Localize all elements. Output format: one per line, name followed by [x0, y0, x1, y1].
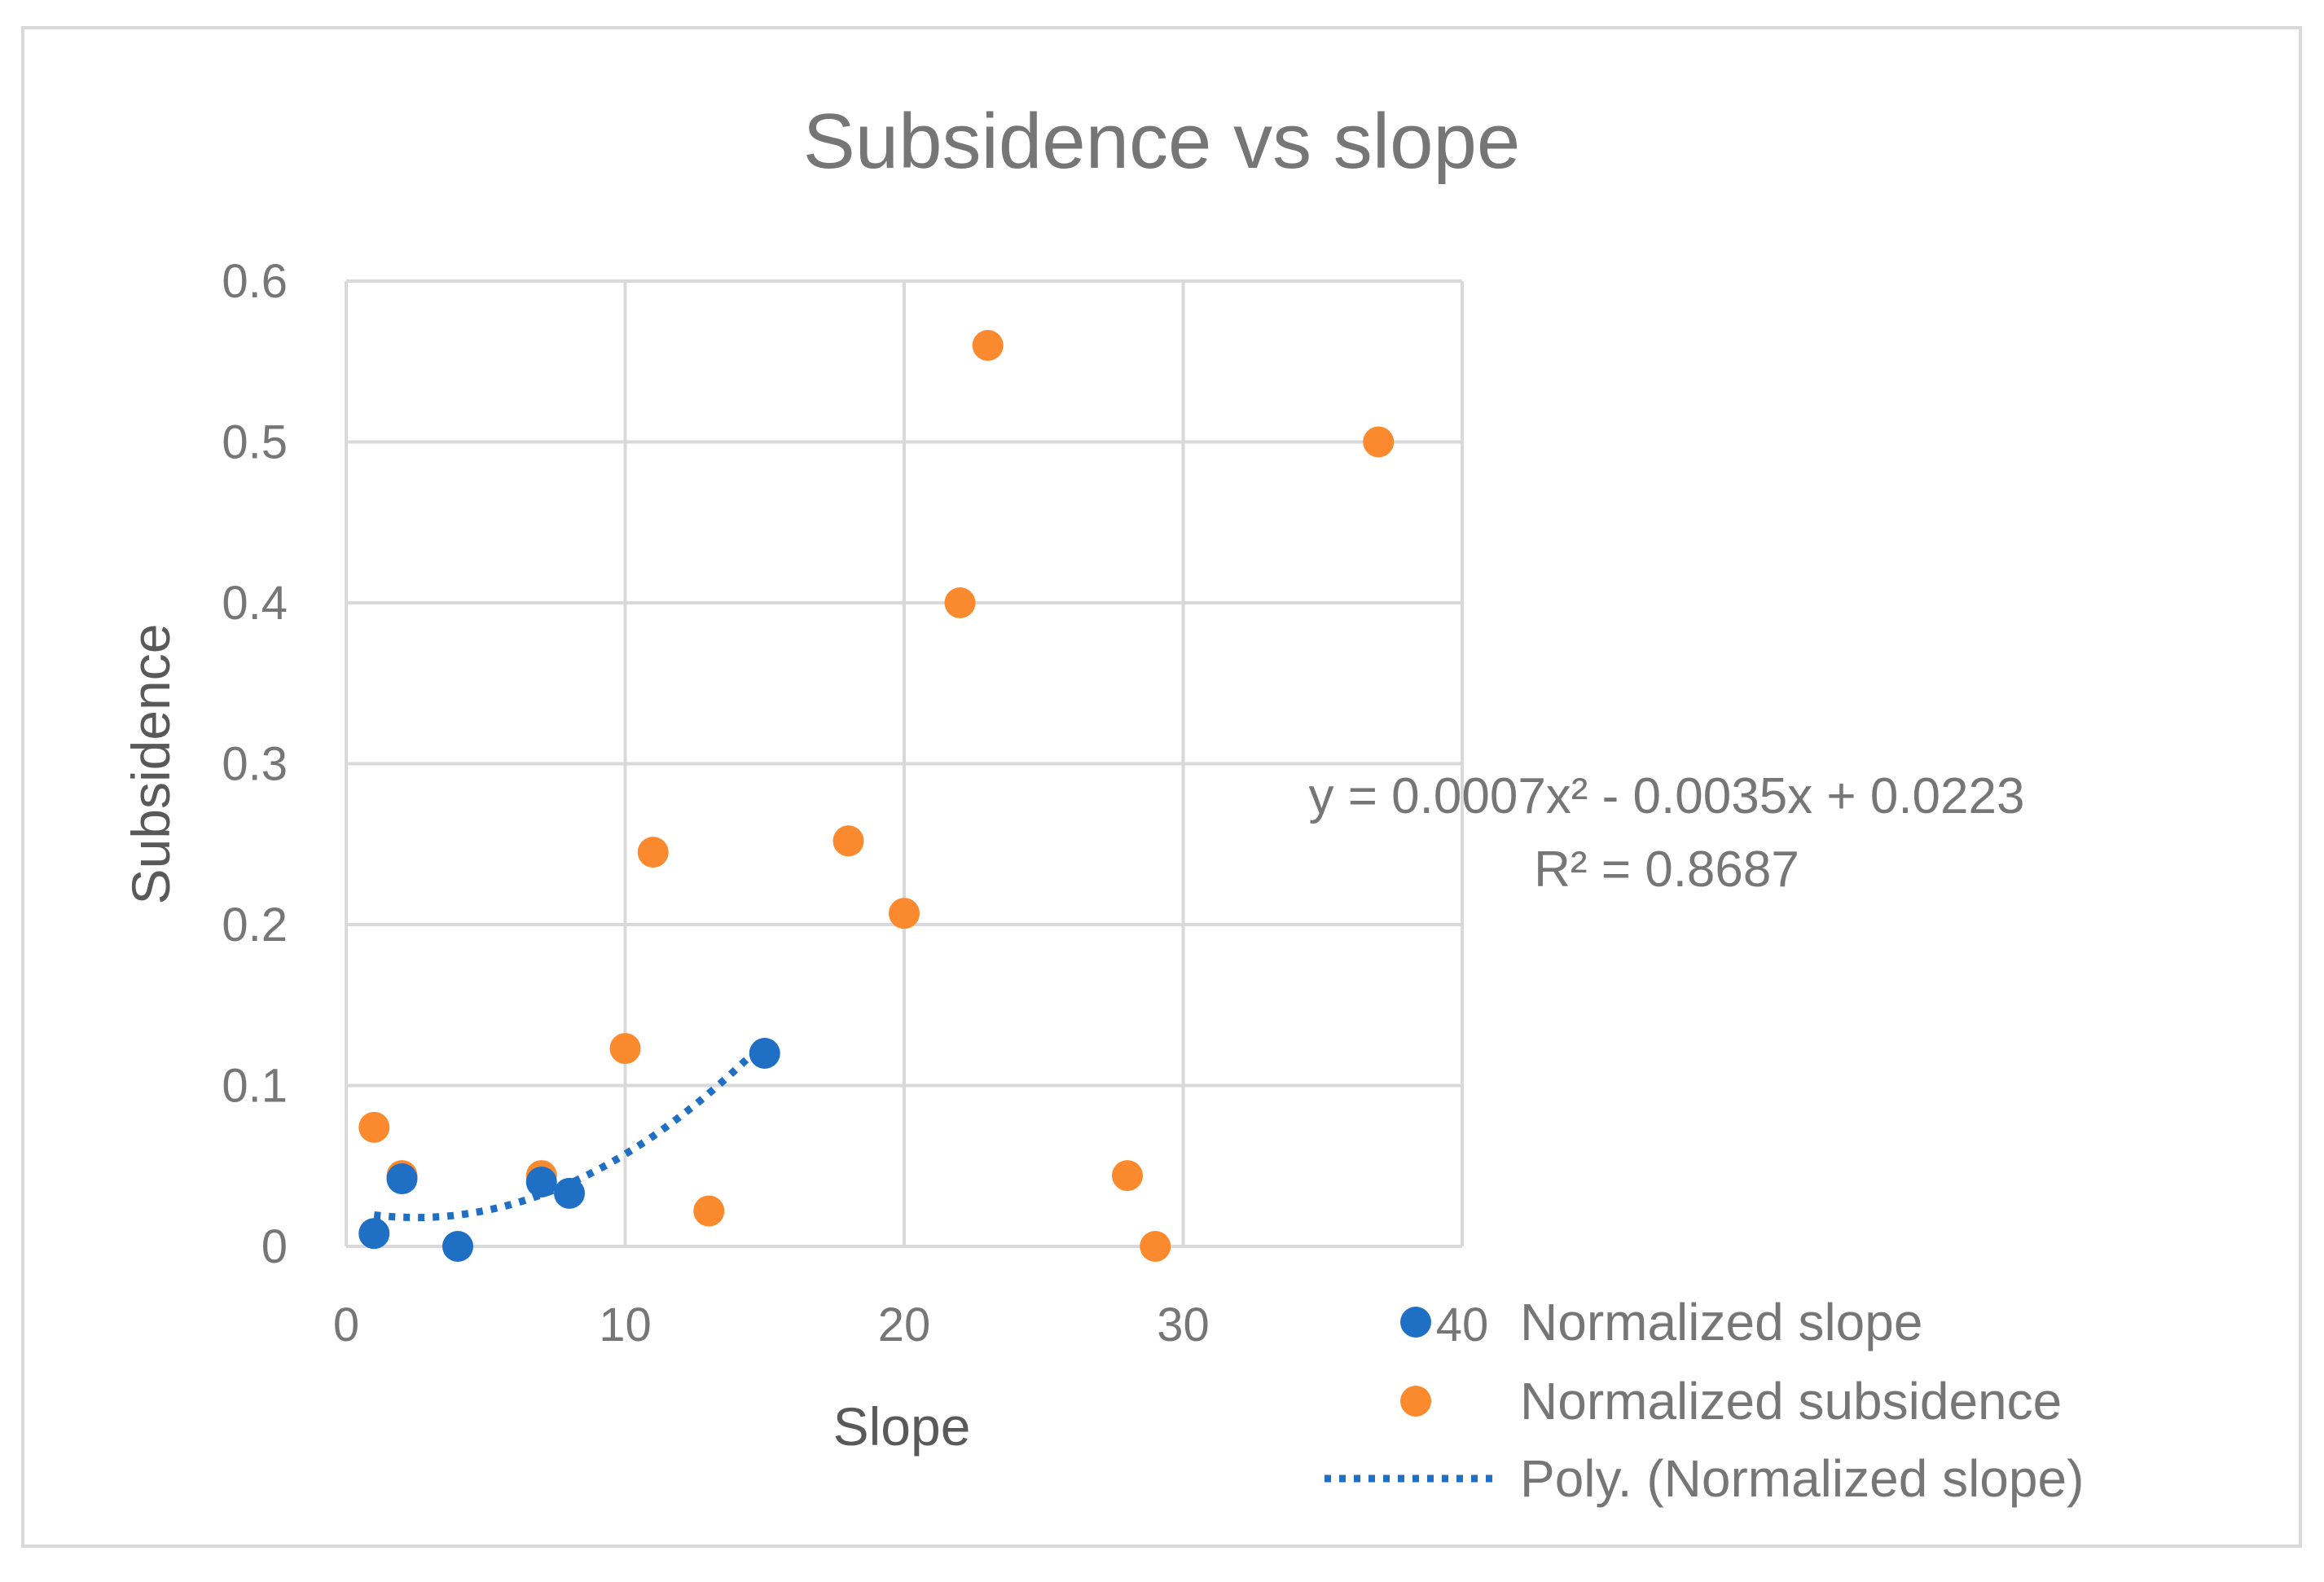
- x-tick-label: 20: [878, 1299, 931, 1351]
- x-tick-label: 0: [333, 1299, 359, 1351]
- point-normalized-subsidence: [1112, 1160, 1143, 1192]
- legend: Normalized slope Normalized subsidence P…: [1325, 1293, 2084, 1508]
- point-normalized-slope: [525, 1167, 557, 1197]
- legend-marker-normalized-slope: [1400, 1307, 1431, 1338]
- y-tick-label: 0.1: [222, 1060, 288, 1113]
- point-normalized-subsidence: [972, 330, 1004, 361]
- data-points: [358, 330, 1395, 1262]
- point-normalized-subsidence: [1140, 1231, 1171, 1262]
- point-normalized-slope: [358, 1218, 390, 1250]
- point-normalized-subsidence: [1363, 426, 1395, 458]
- y-axis-ticks: 0 0.1 0.2 0.3 0.4 0.5 0.6: [222, 255, 288, 1273]
- x-tick-label: 40: [1436, 1299, 1489, 1351]
- trendline-equation: y = 0.0007x² - 0.0035x + 0.0223: [1309, 768, 2025, 824]
- legend-label-normalized-subsidence: Normalized subsidence: [1520, 1372, 2062, 1430]
- point-normalized-slope: [554, 1177, 585, 1209]
- y-axis-title: Subsidence: [121, 624, 181, 905]
- x-axis-title: Slope: [833, 1396, 971, 1457]
- gridlines: [345, 279, 1464, 1248]
- point-normalized-subsidence: [693, 1195, 725, 1227]
- x-tick-label: 30: [1157, 1299, 1210, 1351]
- x-tick-label: 10: [599, 1299, 652, 1351]
- trendline-r-squared: R² = 0.8687: [1534, 842, 1799, 898]
- y-tick-label: 0.4: [222, 577, 288, 630]
- point-normalized-subsidence: [609, 1033, 641, 1065]
- legend-label-normalized-slope: Normalized slope: [1520, 1293, 1922, 1351]
- y-tick-label: 0.5: [222, 416, 288, 469]
- point-normalized-slope: [749, 1038, 780, 1069]
- point-normalized-subsidence: [944, 587, 976, 618]
- y-tick-label: 0.2: [222, 899, 288, 951]
- y-tick-label: 0: [261, 1220, 288, 1273]
- trendline-poly-normalized-slope: [373, 1039, 767, 1222]
- point-normalized-subsidence: [833, 825, 864, 857]
- legend-label-trendline: Poly. (Normalized slope): [1520, 1449, 2084, 1508]
- legend-marker-normalized-subsidence: [1400, 1386, 1431, 1417]
- point-normalized-subsidence: [358, 1111, 390, 1143]
- point-normalized-slope: [386, 1163, 418, 1195]
- chart-title: Subsidence vs slope: [803, 98, 1521, 185]
- x-axis-ticks: 0 10 20 30 40: [333, 1299, 1488, 1351]
- point-normalized-subsidence: [637, 837, 669, 868]
- y-tick-label: 0.6: [222, 255, 288, 308]
- y-tick-label: 0.3: [222, 738, 288, 791]
- point-normalized-slope: [442, 1231, 473, 1262]
- point-normalized-subsidence: [889, 898, 920, 929]
